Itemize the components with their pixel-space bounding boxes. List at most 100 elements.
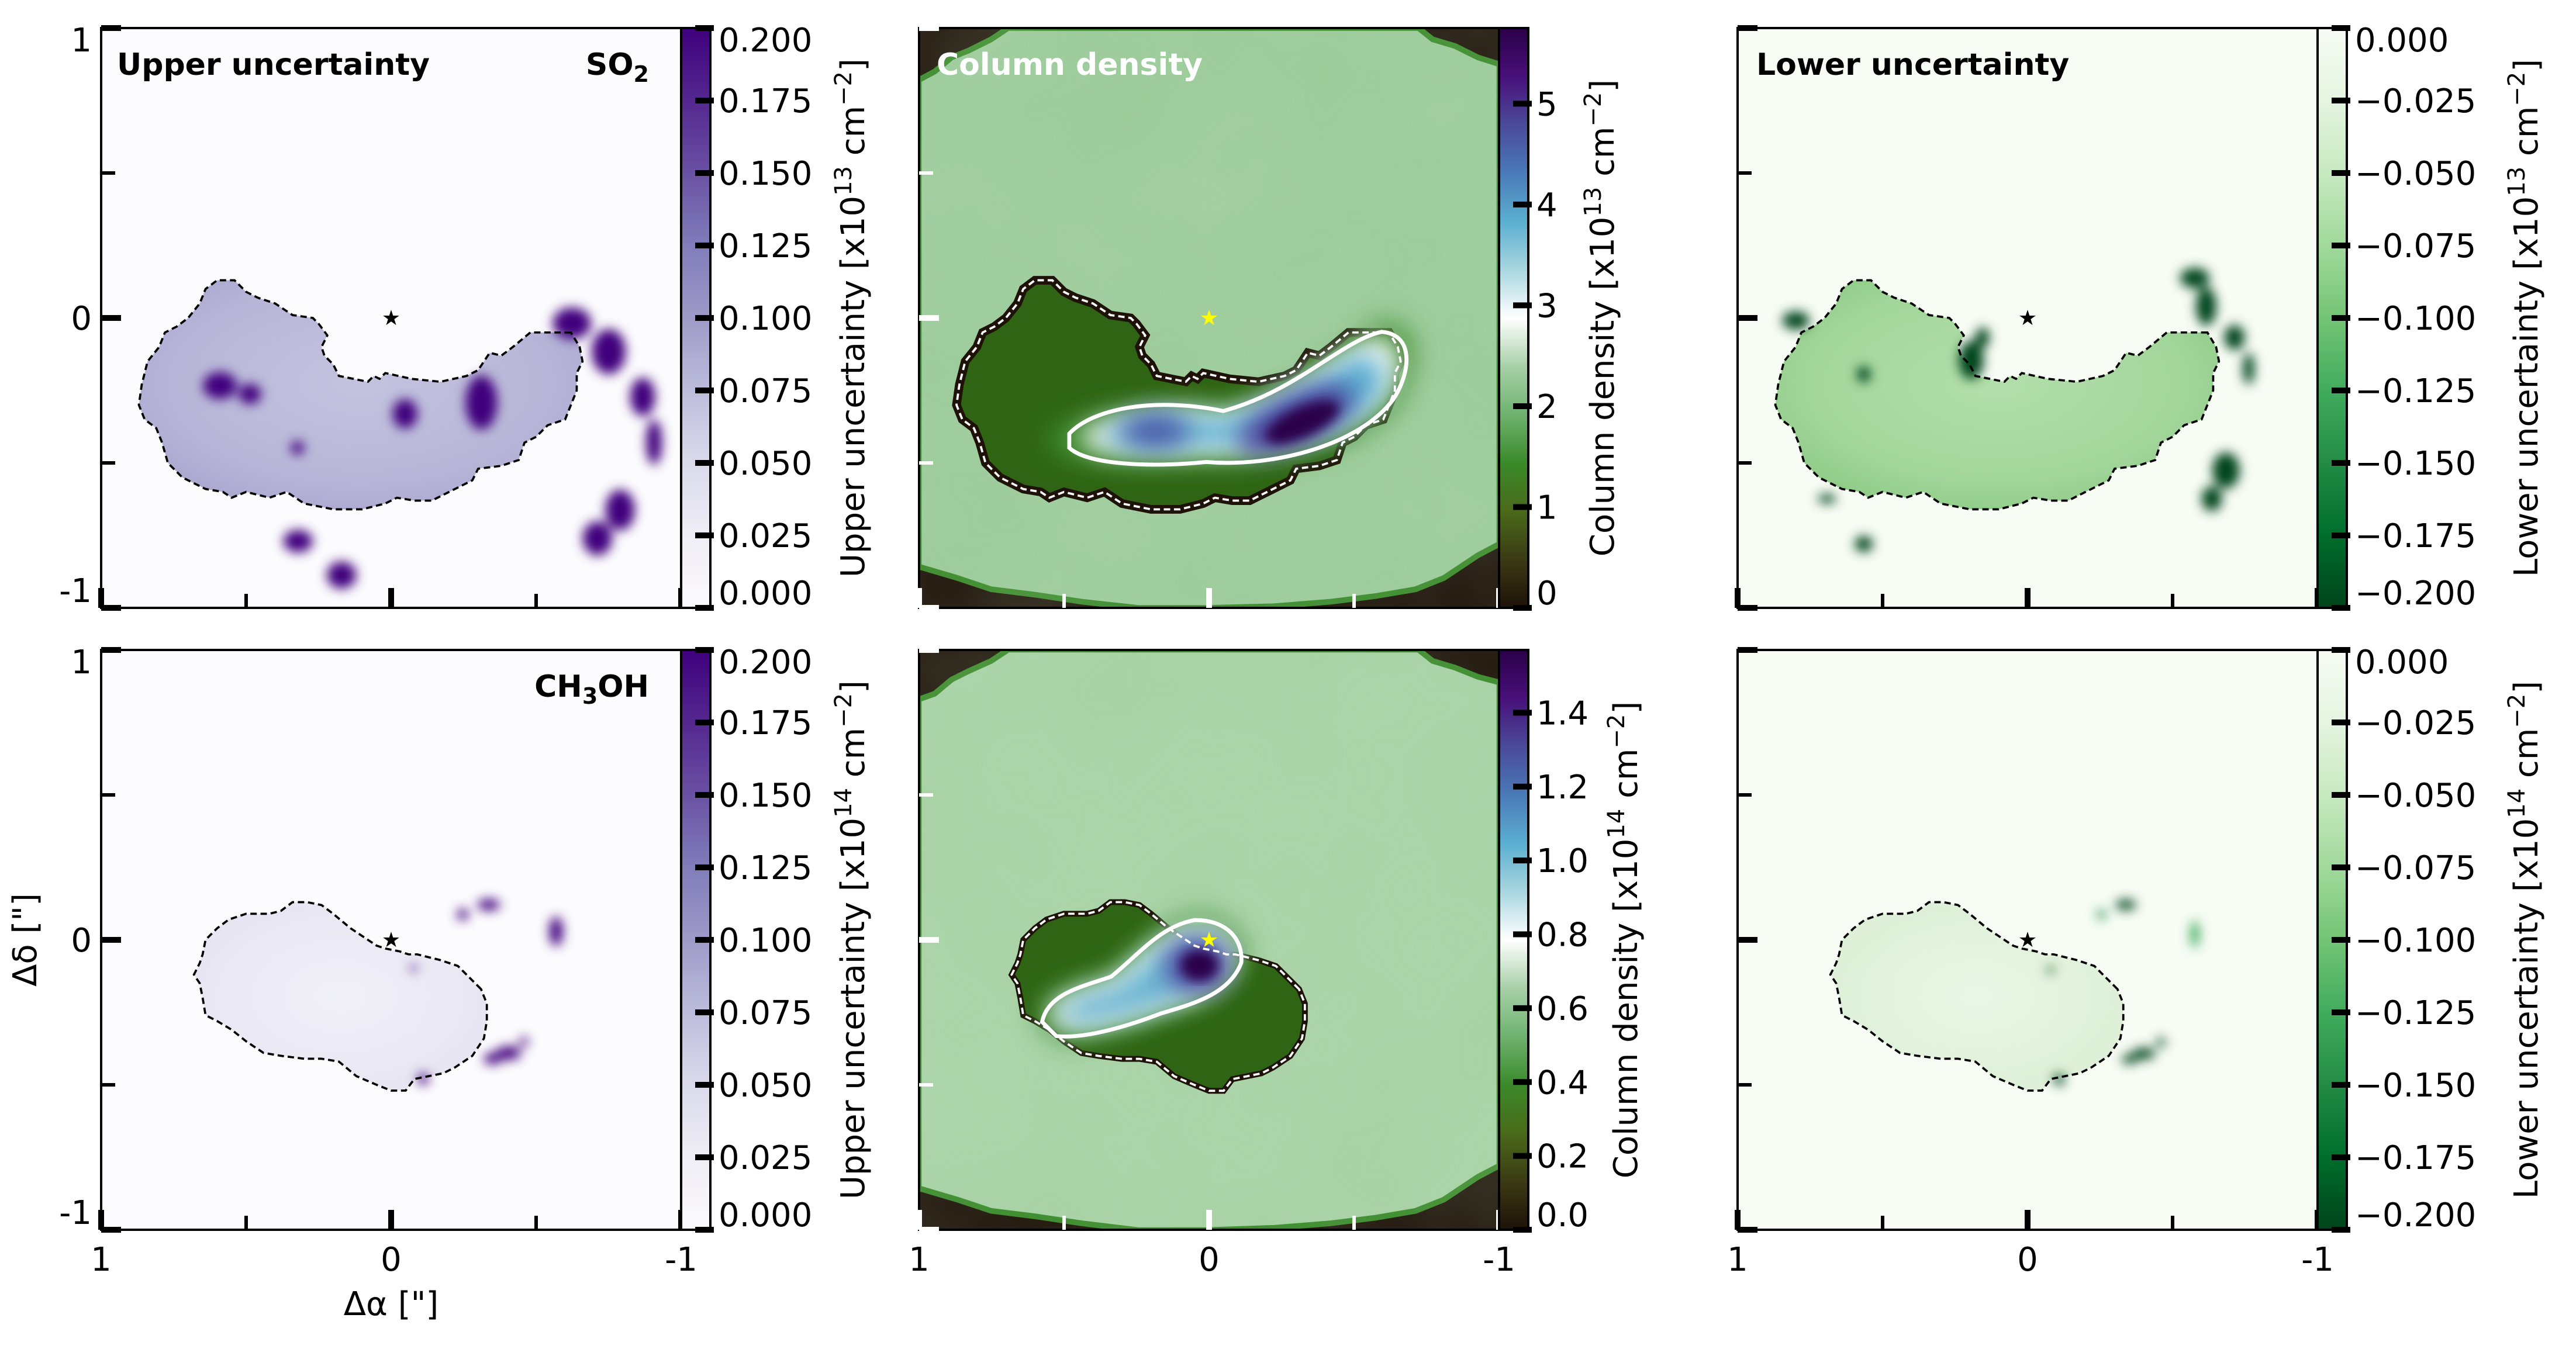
x-tick-label: 0 <box>381 1241 402 1279</box>
x-tick-label: 0 <box>2017 1241 2038 1279</box>
high-uncertainty-spots <box>203 307 662 589</box>
colorbar-tick-label: 2 <box>1536 388 1558 426</box>
colorbar-tick-label: 0.100 <box>719 922 812 960</box>
colorbar-tick-label: 0.075 <box>719 994 812 1032</box>
x-tick-label: -1 <box>1483 1241 1515 1279</box>
x-tick-label: -1 <box>665 1241 697 1279</box>
colorbar-tick-label: 0 <box>1536 575 1558 613</box>
colorbar-tick-label: 0.6 <box>1536 990 1589 1028</box>
colorbar-tick-label: −0.075 <box>2355 227 2476 265</box>
colorbar-tick-label: −0.200 <box>2355 1196 2476 1234</box>
colorbar-tick-label: −0.175 <box>2355 517 2476 555</box>
colorbar-tick-label: 0.050 <box>719 445 812 483</box>
plot-background <box>1738 650 2318 1230</box>
panel-so2-upper-uncertainty: Upper uncertainty SO2 0.0000.0250.0500.0… <box>98 22 872 613</box>
star-icon: ★ <box>382 928 400 952</box>
colorbar-tick-label: −0.025 <box>2355 704 2476 742</box>
panel-ch3oh-upper-uncertainty: CH3OH 0.000 0.025 0.050 0.075 0.100 0.125 0.15… <box>98 644 872 1234</box>
colorbar-tick-label: −0.075 <box>2355 849 2476 887</box>
axis-ticks <box>916 25 1502 611</box>
colorbar: 0.000 0.025 0.050 0.075 0.100 0.125 0.150 0.175… <box>680 22 872 613</box>
colorbar-tick-label: 3 <box>1536 287 1558 325</box>
panel-so2-column-density: Column density 0 1 2 3 4 5 Column density [x10… <box>916 25 1622 613</box>
colorbar-gradient <box>1498 27 1529 609</box>
panel-so2-lower-uncertainty: Lower uncertainty 0.000 −0.025 −0.050 −0.07… <box>1735 22 2546 613</box>
colorbar-tick-label: −0.125 <box>2355 372 2476 410</box>
star-icon: ★ <box>382 306 400 330</box>
star-icon: ★ <box>1200 306 1218 330</box>
colorbar-tick-label: 0.125 <box>719 849 812 887</box>
colorbar-tick-label: 0.000 <box>719 1196 812 1234</box>
colorbar-tick-label: 1 <box>1536 489 1558 527</box>
star-icon: ★ <box>1200 928 1218 952</box>
tick-labels: 1 0 -1 1 0 -1 1 0 -1 1 0 -1 1 0 -1 <box>59 22 2334 1279</box>
y-tick-label: 0 <box>71 300 92 338</box>
x-tick-label: -1 <box>2301 1241 2334 1279</box>
colorbar: 0.000 −0.025 −0.050 −0.075 −0.100 −0.125 −0.15… <box>2316 22 2546 613</box>
molecule-label: SO2 <box>586 47 649 87</box>
colorbar-tick-label: 0.200 <box>719 22 812 60</box>
colorbar-label: Upper uncertainty [x1014 cm−2] <box>830 680 872 1199</box>
y-tick-label: 0 <box>71 922 92 960</box>
panel-title: Upper uncertainty <box>117 47 430 82</box>
colorbar-tick-label: 0.4 <box>1536 1064 1589 1102</box>
colorbar-tick-label: 0.000 <box>719 575 812 613</box>
colorbar-tick-label: 0.200 <box>719 644 812 682</box>
molecule-label: CH3OH <box>534 669 649 709</box>
colorbar-tick-label: 1.0 <box>1536 842 1589 880</box>
high-uncertainty-spots <box>1782 268 2254 552</box>
y-tick-label: -1 <box>59 1194 92 1232</box>
colorbar-tick-label: 1.4 <box>1536 694 1589 732</box>
colorbar: 0.000 0.025 0.050 0.075 0.100 0.125 0.150 0.175… <box>680 644 872 1234</box>
x-tick-label: 0 <box>1199 1241 1220 1279</box>
colorbar-tick-label: 0.000 <box>2355 22 2449 60</box>
high-uncertainty-spots <box>410 899 563 1085</box>
colorbar-tick-label: 5 <box>1536 85 1558 123</box>
y-tick-label: -1 <box>59 572 92 610</box>
colorbar-tick-label: 0.125 <box>719 227 812 265</box>
colorbar-tick-label: 0.050 <box>719 1067 812 1105</box>
panel-ch3oh-lower-uncertainty: 0.000 −0.025 −0.050 −0.075 −0.100 −0.125 −0.15… <box>1735 644 2546 1234</box>
colorbar-label: Lower uncertainty [x1014 cm−2] <box>2504 681 2546 1199</box>
y-tick-label: 1 <box>71 644 92 682</box>
axis-ticks <box>1735 647 2321 1233</box>
colorbar-label: Lower uncertainty [x1013 cm−2] <box>2504 59 2546 577</box>
colorbar-tick-label: −0.100 <box>2355 922 2476 960</box>
panel-title: Lower uncertainty <box>1756 47 2069 82</box>
colorbar-tick-label: 0.100 <box>719 300 812 338</box>
colorbar-tick-label: 0.075 <box>719 372 812 410</box>
panel-title: Column density <box>937 47 1203 82</box>
colorbar-tick-label: 0.0 <box>1536 1196 1589 1234</box>
colorbar-tick-label: 0.2 <box>1536 1138 1589 1176</box>
colorbar-label: Column density [x1013 cm−2] <box>1580 79 1622 557</box>
colorbar-label: Column density [x1014 cm−2] <box>1603 701 1645 1179</box>
colorbar-tick-label: 0.000 <box>2355 644 2449 682</box>
colorbar-tick-label: −0.150 <box>2355 445 2476 483</box>
x-axis-label: Δα ["] <box>344 1285 438 1323</box>
colorbar-tick-label: 0.025 <box>719 517 812 555</box>
x-tick-label: 1 <box>1727 1241 1748 1279</box>
colorbar-tick-label: 0.175 <box>719 704 812 742</box>
colorbar-tick-label: 4 <box>1536 186 1558 224</box>
colorbar-tick-label: 0.175 <box>719 82 812 120</box>
colorbar-tick-label: 0.150 <box>719 155 812 193</box>
colorbar-tick-label: 0.150 <box>719 777 812 815</box>
x-tick-label: 1 <box>91 1241 112 1279</box>
y-axis-label: Δδ ["] <box>6 893 44 987</box>
colorbar-tick-label: 1.2 <box>1536 769 1589 807</box>
colorbar-tick-label: −0.050 <box>2355 155 2476 193</box>
plot-background <box>101 650 681 1230</box>
colorbar-tick-label: −0.025 <box>2355 82 2476 120</box>
colorbar-tick-label: −0.050 <box>2355 777 2476 815</box>
colorbar-tick-label: 0.8 <box>1536 916 1589 954</box>
x-tick-label: 1 <box>909 1241 930 1279</box>
colorbar-tick-label: −0.125 <box>2355 994 2476 1032</box>
colorbar-tick-label: −0.175 <box>2355 1139 2476 1177</box>
contour-peak-white <box>1040 918 1244 1039</box>
colorbar: 0 1 2 3 4 5 Column density [x1013 cm−2] <box>1498 27 1622 613</box>
y-tick-label: 1 <box>71 22 92 60</box>
stars: ★ ★ ★ ★ ★ ★ <box>382 306 2037 952</box>
colorbar-tick-label: −0.100 <box>2355 300 2476 338</box>
contour-peak-white <box>1067 330 1408 467</box>
